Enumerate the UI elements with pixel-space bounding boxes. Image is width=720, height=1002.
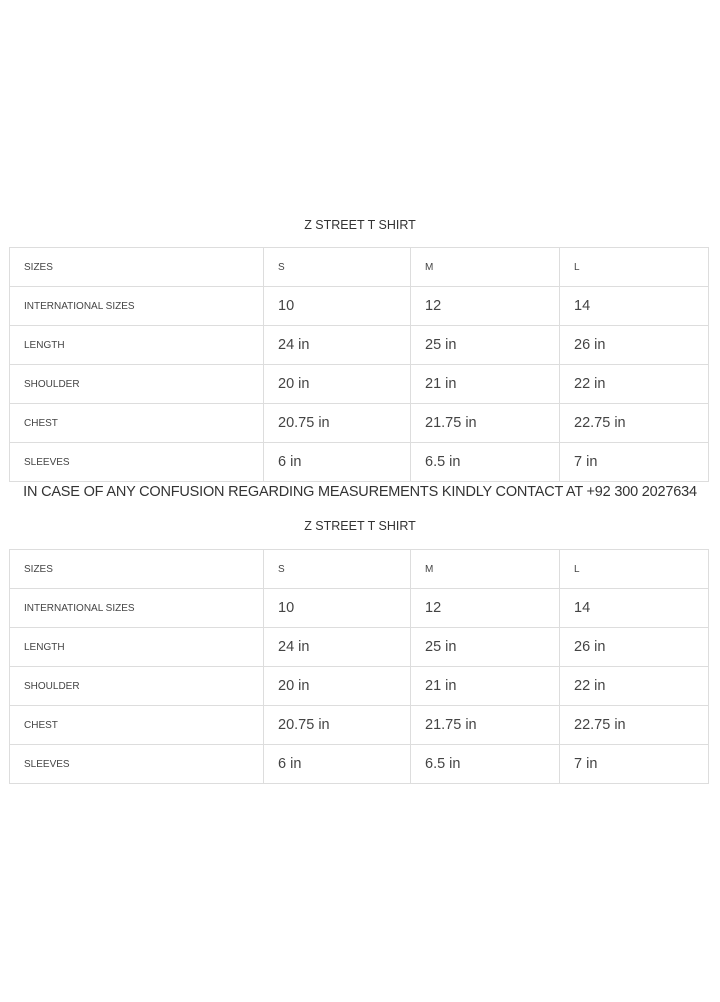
cell-value: 20.75 in bbox=[263, 403, 411, 443]
cell-value: 26 in bbox=[559, 627, 709, 667]
size-chart-table: SIZES S M L INTERNATIONAL SIZES 10 12 14 LENGTH 2… bbox=[9, 549, 709, 784]
cell-value: 24 in bbox=[263, 627, 411, 667]
cell-value: 12 bbox=[410, 588, 560, 628]
cell-value: 22.75 in bbox=[559, 705, 709, 745]
cell-value: M bbox=[410, 549, 560, 589]
cell-value: 26 in bbox=[559, 325, 709, 365]
table-row: CHEST 20.75 in 21.75 in 22.75 in bbox=[9, 403, 709, 443]
table-row: SIZES S M L bbox=[9, 247, 709, 287]
cell-value: 21.75 in bbox=[410, 705, 560, 745]
cell-value: 10 bbox=[263, 588, 411, 628]
row-label: SHOULDER bbox=[9, 364, 264, 404]
cell-value: L bbox=[559, 247, 709, 287]
size-chart-table: SIZES S M L INTERNATIONAL SIZES 10 12 14 LENGTH 2… bbox=[9, 247, 709, 482]
row-label: LENGTH bbox=[9, 627, 264, 667]
table-row: SHOULDER 20 in 21 in 22 in bbox=[9, 666, 709, 706]
row-label: SLEEVES bbox=[9, 744, 264, 784]
table-row: LENGTH 24 in 25 in 26 in bbox=[9, 627, 709, 667]
cell-value: S bbox=[263, 247, 411, 287]
row-label: SHOULDER bbox=[9, 666, 264, 706]
cell-value: 10 bbox=[263, 286, 411, 326]
row-label: CHEST bbox=[9, 705, 264, 745]
cell-value: 21 in bbox=[410, 666, 560, 706]
cell-value: 21 in bbox=[410, 364, 560, 404]
table-row: SLEEVES 6 in 6.5 in 7 in bbox=[9, 744, 709, 784]
cell-value: 25 in bbox=[410, 325, 560, 365]
cell-value: 7 in bbox=[559, 744, 709, 784]
row-label: SLEEVES bbox=[9, 442, 264, 482]
table-row: CHEST 20.75 in 21.75 in 22.75 in bbox=[9, 705, 709, 745]
cell-value: 6 in bbox=[263, 442, 411, 482]
cell-value: 22 in bbox=[559, 666, 709, 706]
contact-note: IN CASE OF ANY CONFUSION REGARDING MEASU… bbox=[23, 484, 697, 500]
cell-value: 24 in bbox=[263, 325, 411, 365]
table-title: Z STREET T SHIRT bbox=[304, 218, 416, 232]
row-label: INTERNATIONAL SIZES bbox=[9, 286, 264, 326]
cell-value: 22 in bbox=[559, 364, 709, 404]
cell-value: L bbox=[559, 549, 709, 589]
row-label: CHEST bbox=[9, 403, 264, 443]
table-row: SLEEVES 6 in 6.5 in 7 in bbox=[9, 442, 709, 482]
row-label: LENGTH bbox=[9, 325, 264, 365]
cell-value: 7 in bbox=[559, 442, 709, 482]
cell-value: 6.5 in bbox=[410, 744, 560, 784]
cell-value: 14 bbox=[559, 588, 709, 628]
table-row: SHOULDER 20 in 21 in 22 in bbox=[9, 364, 709, 404]
cell-value: 21.75 in bbox=[410, 403, 560, 443]
cell-value: 6.5 in bbox=[410, 442, 560, 482]
cell-value: 22.75 in bbox=[559, 403, 709, 443]
cell-value: 14 bbox=[559, 286, 709, 326]
cell-value: M bbox=[410, 247, 560, 287]
row-label: SIZES bbox=[9, 247, 264, 287]
table-row: INTERNATIONAL SIZES 10 12 14 bbox=[9, 588, 709, 628]
cell-value: 6 in bbox=[263, 744, 411, 784]
table-row: LENGTH 24 in 25 in 26 in bbox=[9, 325, 709, 365]
row-label: INTERNATIONAL SIZES bbox=[9, 588, 264, 628]
cell-value: S bbox=[263, 549, 411, 589]
row-label: SIZES bbox=[9, 549, 264, 589]
table-title: Z STREET T SHIRT bbox=[304, 519, 416, 533]
cell-value: 20 in bbox=[263, 666, 411, 706]
table-row: INTERNATIONAL SIZES 10 12 14 bbox=[9, 286, 709, 326]
table-row: SIZES S M L bbox=[9, 549, 709, 589]
cell-value: 12 bbox=[410, 286, 560, 326]
cell-value: 20 in bbox=[263, 364, 411, 404]
cell-value: 20.75 in bbox=[263, 705, 411, 745]
cell-value: 25 in bbox=[410, 627, 560, 667]
